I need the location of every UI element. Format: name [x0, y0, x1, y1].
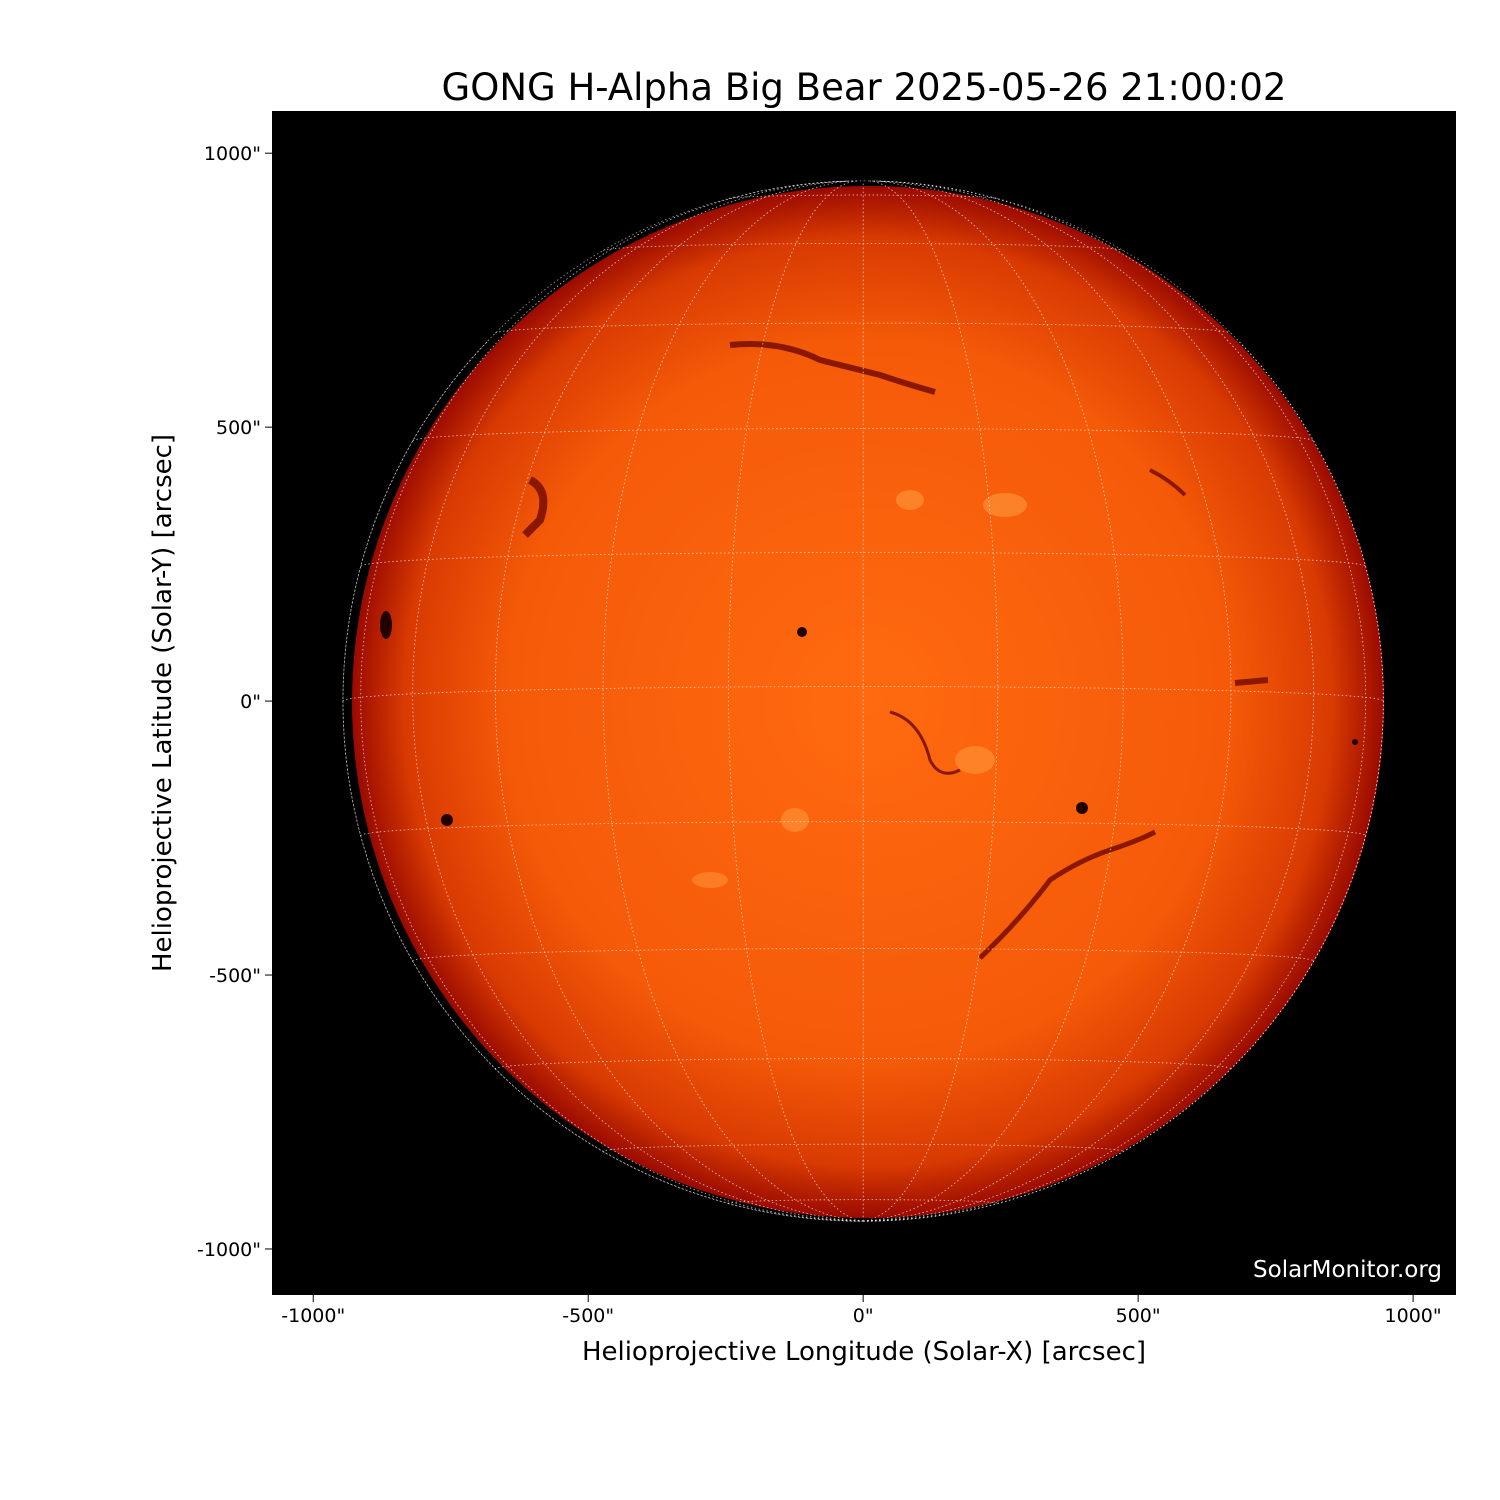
heliographic-grid	[342, 180, 1384, 1222]
x-axis-label: Helioprojective Longitude (Solar-X) [arc…	[582, 1337, 1146, 1367]
sunspot	[1076, 802, 1088, 814]
chart-title: GONG H-Alpha Big Bear 2025-05-26 21:00:0…	[441, 66, 1287, 109]
plage	[896, 490, 924, 510]
plage	[781, 808, 809, 832]
latitude-gridline	[495, 1058, 1232, 1070]
y-axis-label: Helioprojective Latitude (Solar-Y) [arcs…	[148, 434, 178, 972]
longitude-gridline	[863, 180, 1367, 1222]
filament	[1234, 677, 1269, 686]
y-tick-label: 500"	[216, 417, 261, 439]
sunspot	[797, 627, 807, 637]
filament	[889, 710, 961, 775]
filament	[522, 476, 548, 538]
plage	[955, 746, 995, 774]
y-tick-label: 1000"	[204, 143, 261, 165]
filament	[1149, 468, 1187, 497]
longitude-gridline	[494, 180, 864, 1222]
sunspot	[380, 611, 392, 639]
longitude-gridline	[602, 180, 864, 1222]
plage	[692, 872, 728, 888]
y-tick-label: -500"	[209, 965, 261, 987]
latitude-gridline	[412, 948, 1314, 962]
y-tick-label: -1000"	[197, 1239, 261, 1261]
filament	[729, 341, 936, 395]
x-axis: -1000" -500" 0" 500" 1000"	[281, 1295, 1442, 1327]
longitude-gridline	[863, 180, 999, 1222]
x-tick-label: -500"	[562, 1305, 614, 1327]
longitude-gridline	[863, 180, 1124, 1222]
limb-outline	[342, 180, 1384, 1222]
watermark: SolarMonitor.org	[1253, 1257, 1442, 1283]
y-axis: 1000" 500" 0" -500" -1000"	[197, 143, 272, 1261]
x-tick-label: 1000"	[1385, 1305, 1442, 1327]
latitude-gridline	[602, 1143, 1124, 1153]
latitude-gridline	[342, 686, 1384, 702]
y-tick-label: 0"	[240, 691, 261, 713]
sunspot	[441, 814, 453, 826]
solar-disk	[352, 186, 1384, 1218]
latitude-gridline	[495, 322, 1232, 334]
solar-features	[380, 341, 1358, 960]
filament	[978, 829, 1157, 960]
latitude-gridline	[602, 243, 1124, 251]
x-tick-label: 0"	[853, 1305, 874, 1327]
longitude-gridline	[728, 180, 864, 1222]
x-tick-label: -1000"	[281, 1305, 345, 1327]
latitude-gridline	[728, 194, 998, 199]
longitude-gridline	[360, 180, 864, 1222]
sunspot	[1352, 739, 1358, 745]
longitude-gridline	[863, 180, 1315, 1222]
plage	[983, 493, 1027, 517]
x-tick-label: 500"	[1116, 1305, 1161, 1327]
